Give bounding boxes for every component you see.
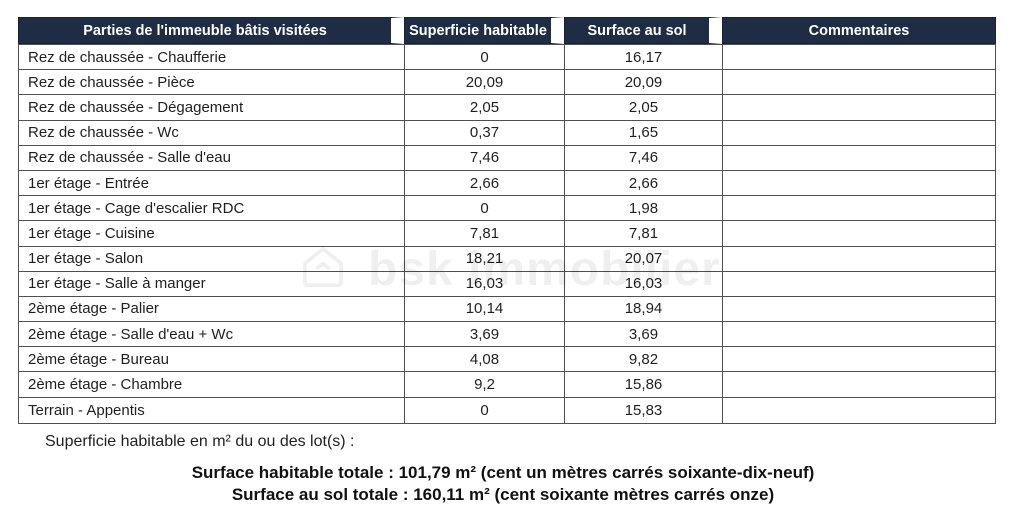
row-label: 2ème étage - Bureau — [19, 347, 405, 372]
row-commentaires — [723, 196, 993, 220]
row-label: 2ème étage - Salle d'eau + Wc — [19, 322, 405, 347]
row-commentaires — [723, 45, 993, 69]
row-label: 1er étage - Cuisine — [19, 221, 405, 246]
header-cell-surface-au-sol: Surface au sol — [564, 17, 722, 44]
table-row: 2ème étage - Palier 10,14 18,94 — [19, 296, 995, 323]
row-commentaires — [723, 322, 993, 346]
row-superficie-habitable: 4,08 — [405, 347, 565, 372]
row-commentaires — [723, 95, 993, 119]
row-surface-au-sol: 18,94 — [565, 296, 723, 322]
table-row: Rez de chaussée - Salle d'eau 7,46 7,46 — [19, 145, 995, 171]
row-surface-au-sol: 2,66 — [565, 170, 723, 196]
row-label: 1er étage - Entrée — [19, 170, 405, 196]
row-label: Rez de chaussée - Chaufferie — [19, 45, 405, 70]
row-superficie-habitable: 2,05 — [405, 95, 565, 120]
header-cell-commentaires: Commentaires — [722, 17, 996, 44]
table-row: Rez de chaussée - Chaufferie 0 16,17 — [19, 45, 995, 71]
row-superficie-habitable: 16,03 — [405, 271, 565, 296]
table-row: 1er étage - Entrée 2,66 2,66 — [19, 170, 995, 197]
row-label: 1er étage - Salle à manger — [19, 271, 405, 296]
table-row: Rez de chaussée - Pièce 20,09 20,09 — [19, 70, 995, 96]
row-commentaires — [723, 121, 993, 145]
row-commentaires — [723, 221, 993, 245]
header-cell-superficie-habitable: Superficie habitable — [404, 17, 564, 44]
row-commentaires — [723, 171, 993, 195]
row-commentaires — [723, 247, 993, 271]
row-superficie-habitable: 7,81 — [405, 221, 565, 246]
row-commentaires — [723, 372, 993, 396]
row-superficie-habitable: 0 — [405, 196, 565, 221]
table-row: 1er étage - Cage d'escalier RDC 0 1,98 — [19, 196, 995, 222]
row-label: Rez de chaussée - Wc — [19, 120, 405, 145]
table-row: 2ème étage - Chambre 9,2 15,86 — [19, 372, 995, 398]
row-superficie-habitable: 3,69 — [405, 322, 565, 347]
row-surface-au-sol: 20,07 — [565, 246, 723, 271]
row-commentaires — [723, 146, 993, 170]
row-superficie-habitable: 0,37 — [405, 120, 565, 145]
row-surface-au-sol: 1,65 — [565, 120, 723, 145]
row-superficie-habitable: 0 — [405, 45, 565, 70]
row-superficie-habitable: 9,2 — [405, 372, 565, 397]
row-commentaires — [723, 347, 993, 371]
row-surface-au-sol: 7,46 — [565, 145, 723, 170]
row-surface-au-sol: 3,69 — [565, 322, 723, 347]
row-surface-au-sol: 7,81 — [565, 221, 723, 246]
row-commentaires — [723, 70, 993, 94]
row-superficie-habitable: 20,09 — [405, 70, 565, 95]
surface-table: Parties de l'immeuble bâtis visitées Sup… — [18, 17, 996, 424]
table-row: Rez de chaussée - Wc 0,37 1,65 — [19, 120, 995, 146]
row-surface-au-sol: 15,83 — [565, 397, 723, 423]
row-superficie-habitable: 7,46 — [405, 145, 565, 170]
surface-table-header: Parties de l'immeuble bâtis visitées Sup… — [18, 17, 996, 44]
header-cell-parties: Parties de l'immeuble bâtis visitées — [18, 17, 404, 44]
row-label: 1er étage - Cage d'escalier RDC — [19, 196, 405, 221]
row-superficie-habitable: 10,14 — [405, 296, 565, 322]
surface-table-body: Rez de chaussée - Chaufferie 0 16,17 Rez… — [18, 44, 996, 424]
row-surface-au-sol: 15,86 — [565, 372, 723, 397]
row-label: Terrain - Appentis — [19, 397, 405, 423]
table-row: 1er étage - Cuisine 7,81 7,81 — [19, 221, 995, 247]
row-surface-au-sol: 16,17 — [565, 45, 723, 70]
total-surface-au-sol: Surface au sol totale : 160,11 m² (cent … — [231, 485, 775, 504]
row-label: 1er étage - Salon — [19, 246, 405, 271]
row-superficie-habitable: 2,66 — [405, 170, 565, 196]
table-row: Rez de chaussée - Dégagement 2,05 2,05 — [19, 95, 995, 121]
row-label: Rez de chaussée - Salle d'eau — [19, 145, 405, 170]
row-commentaires — [723, 297, 993, 321]
row-commentaires — [723, 398, 993, 423]
row-surface-au-sol: 9,82 — [565, 347, 723, 372]
row-label: Rez de chaussée - Pièce — [19, 70, 405, 95]
total-surface-habitable: Surface habitable totale : 101,79 m² (ce… — [191, 463, 815, 482]
row-label: Rez de chaussée - Dégagement — [19, 95, 405, 120]
superficie-note: Superficie habitable en m² du ou des lot… — [45, 433, 355, 450]
row-label: 2ème étage - Chambre — [19, 372, 405, 397]
row-surface-au-sol: 16,03 — [565, 271, 723, 296]
row-surface-au-sol: 1,98 — [565, 196, 723, 221]
row-surface-au-sol: 20,09 — [565, 70, 723, 95]
row-superficie-habitable: 0 — [405, 397, 565, 423]
row-superficie-habitable: 18,21 — [405, 246, 565, 271]
table-row: 2ème étage - Bureau 4,08 9,82 — [19, 347, 995, 373]
row-label: 2ème étage - Palier — [19, 296, 405, 322]
table-row: Terrain - Appentis 0 15,83 — [19, 397, 995, 423]
table-row: 1er étage - Salon 18,21 20,07 — [19, 246, 995, 272]
row-commentaires — [723, 272, 993, 296]
table-row: 1er étage - Salle à manger 16,03 16,03 — [19, 271, 995, 297]
table-row: 2ème étage - Salle d'eau + Wc 3,69 3,69 — [19, 322, 995, 348]
row-surface-au-sol: 2,05 — [565, 95, 723, 120]
totals-block: Surface habitable totale : 101,79 m² (ce… — [0, 462, 1006, 506]
